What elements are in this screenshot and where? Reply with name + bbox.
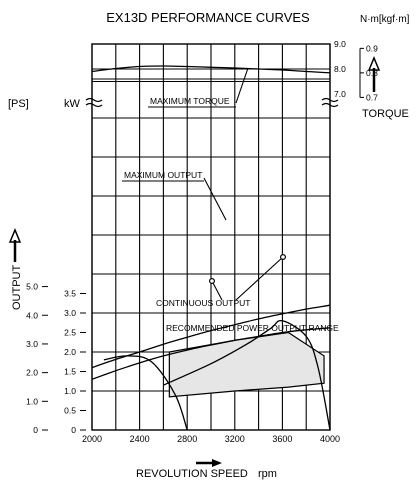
nm-tick-label: 7.0 bbox=[334, 89, 346, 99]
x-tick-label: 2800 bbox=[177, 434, 197, 444]
annotation-label: MAXIMUM TORQUE bbox=[150, 96, 230, 106]
callout-dot bbox=[209, 278, 216, 285]
x-tick-label: 3200 bbox=[225, 434, 245, 444]
kw-tick-label: 3.0 bbox=[64, 308, 76, 318]
series-maximum-torque bbox=[92, 65, 330, 74]
kw-tick-label: 0.5 bbox=[64, 406, 76, 416]
series-continuous-output bbox=[92, 327, 330, 380]
series-maximum-output bbox=[92, 304, 330, 369]
x-axis-label: REVOLUTION SPEED bbox=[136, 468, 248, 480]
ps-tick-label: 4.0 bbox=[26, 310, 38, 320]
output-arrow-icon bbox=[8, 228, 22, 262]
kw-tick-label: 1.0 bbox=[64, 386, 76, 396]
kgfm-tick-label: 0.7 bbox=[366, 92, 378, 102]
ps-tick-label: 3.0 bbox=[26, 339, 38, 349]
x-tick-label: 3600 bbox=[272, 434, 292, 444]
nm-tick-label: 8.0 bbox=[334, 64, 346, 74]
annotation-recommended-power-output-range: RECOMMENDED POWER OUTPUT RANGE bbox=[166, 323, 339, 333]
ps-tick-label: 1.0 bbox=[26, 396, 38, 406]
y-axis-label: OUTPUT bbox=[11, 265, 23, 311]
callout-dot bbox=[280, 254, 287, 261]
ps-unit-label: [PS] bbox=[8, 98, 29, 110]
kw-tick-label: 1.5 bbox=[64, 367, 76, 377]
ps-tick-label: 2.0 bbox=[26, 368, 38, 378]
chart-title: EX13D PERFORMANCE CURVES bbox=[106, 10, 310, 25]
kw-tick-label: 3.5 bbox=[64, 289, 76, 299]
plot-frame bbox=[91, 43, 331, 431]
kw-tick-label: 2.0 bbox=[64, 347, 76, 357]
annotation-label: RECOMMENDED POWER OUTPUT RANGE bbox=[166, 323, 339, 333]
ps-tick-label: 0 bbox=[33, 425, 38, 435]
kw-unit-label: kW bbox=[64, 98, 81, 110]
nm-tick-label: 9.0 bbox=[334, 39, 346, 49]
series-unloaded-output-high bbox=[163, 319, 330, 430]
torque-arrow-icon bbox=[367, 56, 381, 92]
torque-axis-label: TORQUE bbox=[362, 108, 409, 120]
annotation-label: MAXIMUM OUTPUT bbox=[124, 170, 202, 180]
kgfm-tick-label: 0.9 bbox=[366, 43, 378, 53]
ps-tick-label: 5.0 bbox=[26, 282, 38, 292]
series-unloaded-output-low bbox=[103, 355, 188, 430]
annotation-maximum-torque: MAXIMUM TORQUE bbox=[148, 67, 249, 108]
torque-unit-label: N·m[kgf·m] bbox=[360, 14, 410, 25]
recommended-range-area bbox=[168, 331, 325, 398]
x-tick-label: 2000 bbox=[82, 434, 102, 444]
x-unit-label: rpm bbox=[258, 468, 277, 480]
annotation-continuous-output: CONTINUOUS OUTPUT bbox=[156, 254, 287, 308]
annotation-label: CONTINUOUS OUTPUT bbox=[156, 298, 250, 308]
annotation-maximum-output: MAXIMUM OUTPUT bbox=[122, 170, 227, 221]
kgfm-tick-label: 0.8 bbox=[366, 68, 378, 78]
kw-tick-label: 0 bbox=[71, 425, 76, 435]
kw-axis-break-icon bbox=[85, 97, 103, 108]
x-tick-label: 4000 bbox=[320, 434, 340, 444]
x-tick-label: 2400 bbox=[130, 434, 150, 444]
rpm-arrow-icon bbox=[196, 459, 222, 467]
kw-tick-label: 2.5 bbox=[64, 328, 76, 338]
